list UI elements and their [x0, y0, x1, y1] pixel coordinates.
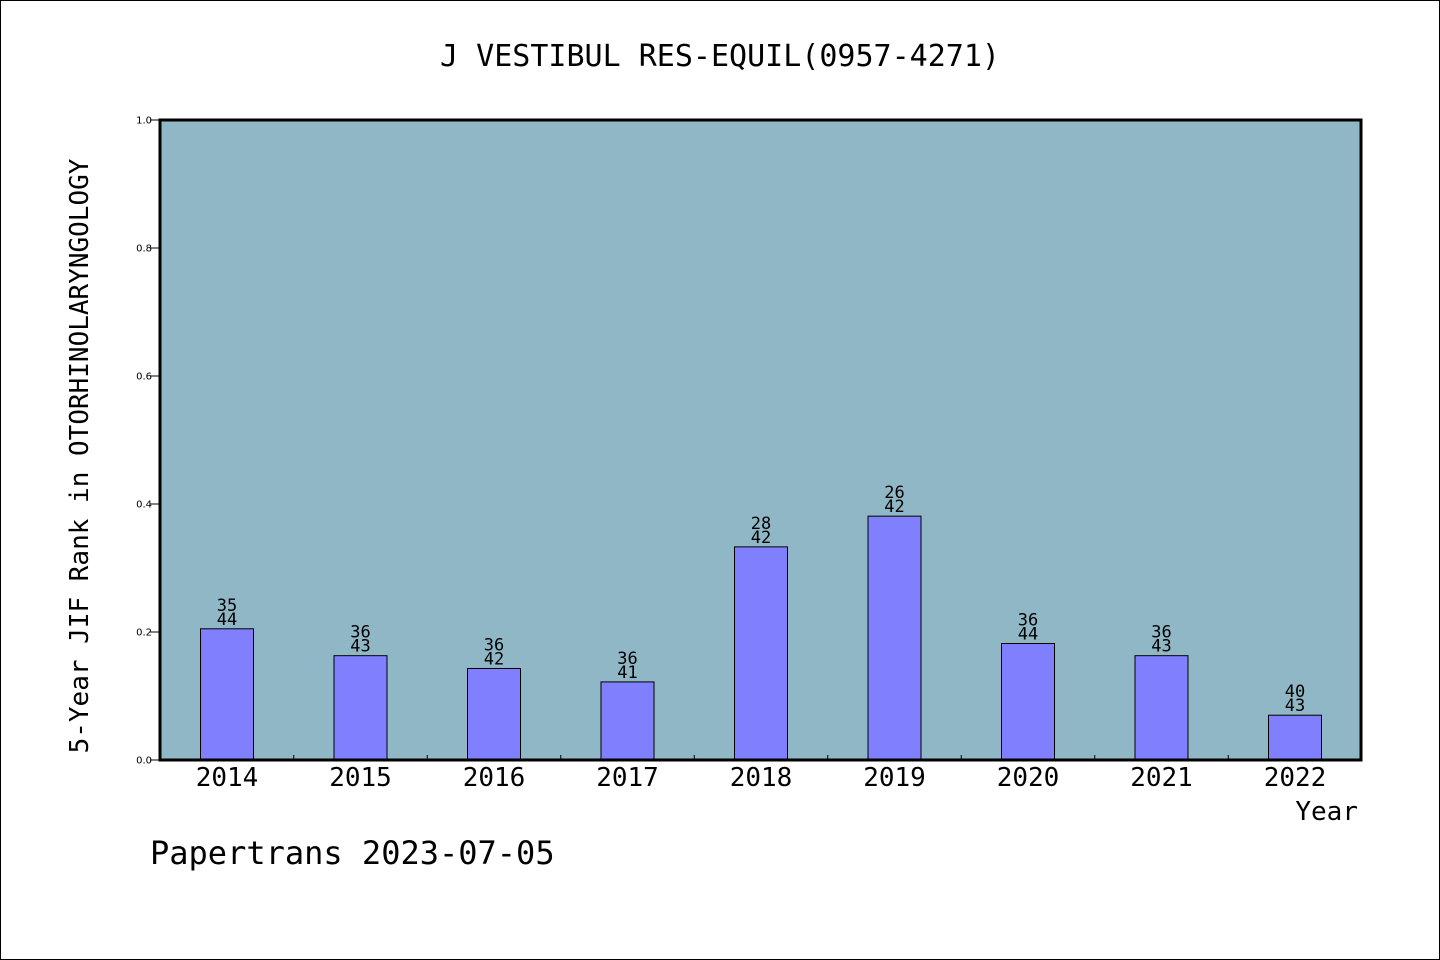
bar-label-rank: 26: [884, 483, 904, 503]
bar-label-rank: 40: [1285, 682, 1305, 702]
x-axis-ticks: 2014 2015 2016 2017 2018 2019 2020 2021 2022: [196, 755, 1327, 793]
x-tick-label: 2020: [997, 763, 1060, 793]
bar-label-total: 42: [884, 497, 904, 517]
x-tick-label: 2016: [463, 763, 526, 793]
bar-label-total: 41: [617, 663, 637, 683]
x-tick-label: 2017: [596, 763, 659, 793]
bar: [467, 667, 521, 761]
bar-label-rank: 36: [617, 649, 637, 669]
x-tick-label: 2015: [329, 763, 392, 793]
bar-label-total: 43: [1151, 637, 1171, 657]
bar: [734, 546, 788, 761]
bar: [200, 628, 254, 761]
bar-label-rank: 28: [751, 514, 771, 534]
y-tick-label: 0.2: [136, 628, 152, 639]
x-tick-label: 2018: [730, 763, 793, 793]
x-axis-label: Year: [1295, 797, 1358, 827]
bar-label-rank: 36: [1018, 611, 1038, 631]
bar-label-total: 43: [350, 637, 370, 657]
bar: [867, 515, 922, 761]
y-axis-label: 5-Year JIF Rank in OTORHINOLARYNGOLOGY: [65, 158, 95, 753]
bar: [333, 655, 388, 761]
y-tick-label: 0.8: [136, 244, 152, 255]
plot-border: [158, 118, 1363, 762]
bar: [1268, 714, 1322, 761]
y-tick-label: 0.6: [136, 372, 152, 383]
bar-label-rank: 35: [217, 596, 237, 616]
y-axis-ticks: 0.0 0.2 0.4 0.6 0.8 1.0: [136, 116, 160, 767]
bar: [1134, 655, 1189, 761]
x-tick-label: 2022: [1264, 763, 1327, 793]
bar-label-total: 44: [1018, 625, 1038, 645]
bar-label-rank: 36: [1151, 623, 1171, 643]
y-tick-label: 0.0: [136, 756, 152, 767]
bar-label-total: 44: [217, 610, 237, 630]
chart-title: J VESTIBUL RES-EQUIL(0957-4271): [440, 39, 1000, 74]
x-tick-label: 2019: [863, 763, 926, 793]
bar-label-rank: 36: [350, 623, 370, 643]
bar: [1001, 643, 1055, 761]
footer-text: Papertrans 2023-07-05: [150, 834, 555, 872]
bar: [600, 681, 655, 761]
bar-label-total: 42: [751, 528, 771, 548]
x-tick-label: 2021: [1130, 763, 1193, 793]
bar-label-total: 42: [484, 649, 504, 669]
y-tick-label: 1.0: [136, 116, 152, 127]
x-tick-label: 2014: [196, 763, 259, 793]
y-tick-label: 0.4: [136, 500, 152, 511]
bar-label-total: 43: [1285, 696, 1305, 716]
bar-label-rank: 36: [484, 635, 504, 655]
